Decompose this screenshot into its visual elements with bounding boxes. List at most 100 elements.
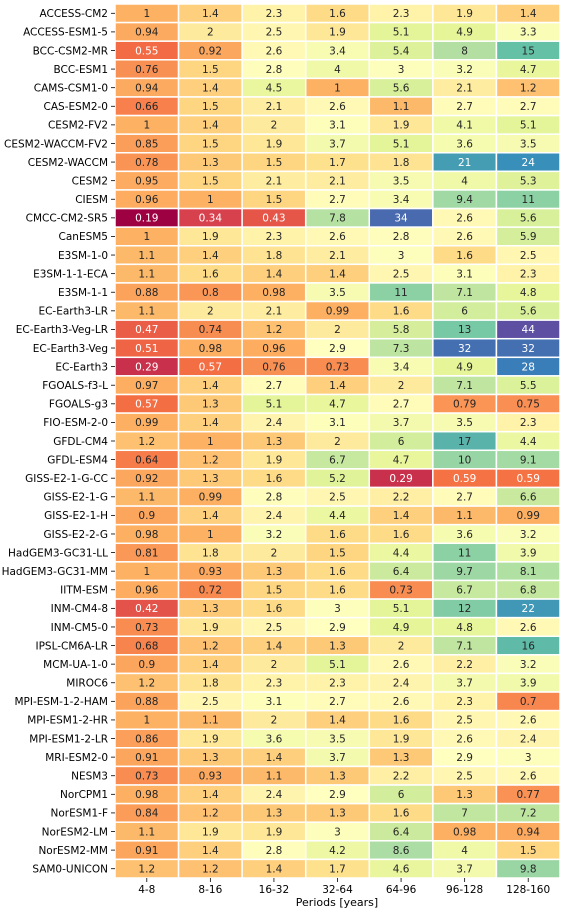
heatmap-cells: 1 1.4 2.3 1.6 2.3 1.9 1.40.94 2 2.5 1.9 5.1 4.9 3.30… xyxy=(114,3,561,879)
cell-value-label: 0.99 xyxy=(135,417,158,429)
cell-value-label: 1.4 xyxy=(202,845,219,857)
y-tick-label: CMCC-CM2-SR5 xyxy=(26,213,108,225)
cell-value-label: 2.4 xyxy=(520,733,537,745)
cell-value-label: 1.4 xyxy=(266,640,283,652)
cell-value-label: 3.5 xyxy=(456,417,473,429)
cell-value-label: 7.1 xyxy=(456,380,473,392)
cell-value-label: 1.5 xyxy=(202,64,219,76)
cell-value-label: 4.7 xyxy=(520,64,537,76)
cell-value-label: 2.4 xyxy=(266,789,283,801)
cell-value-label: 1.3 xyxy=(266,808,283,820)
cell-value-label: 2.8 xyxy=(266,64,283,76)
cell-value-label: 4.4 xyxy=(329,510,346,522)
cell-value-label: 1.4 xyxy=(202,8,219,20)
cell-value-label: 5.1 xyxy=(266,399,283,411)
cell-value-label: 1.9 xyxy=(266,826,283,838)
cell-value-label: 1.2 xyxy=(266,324,283,336)
cell-value-label: 1.7 xyxy=(329,157,346,169)
cell-value-label: 3.5 xyxy=(329,287,346,299)
cell-value-label: 1.9 xyxy=(329,27,346,39)
y-tick-label: MPI-ESM-1-2-HAM xyxy=(14,696,108,708)
cell-value-label: 3.7 xyxy=(329,138,346,150)
cell-value-label: 0.59 xyxy=(453,473,476,485)
cell-value-label: 0.34 xyxy=(199,213,223,225)
y-tick-label: NorESM2-LM xyxy=(42,826,108,838)
cell-value-label: 1.1 xyxy=(456,510,473,522)
cell-value-label: 7.1 xyxy=(456,287,473,299)
cell-value-label: 2.6 xyxy=(520,771,537,783)
cell-value-label: 2.1 xyxy=(266,175,283,187)
y-tick-label: EC-Earth3-LR xyxy=(38,306,108,318)
cell-value-label: 0.97 xyxy=(135,380,158,392)
cell-value-label: 2 xyxy=(398,640,405,652)
y-tick-label: MPI-ESM1-2-HR xyxy=(27,715,108,727)
cell-value-label: 2.9 xyxy=(329,789,346,801)
cell-value-label: 1.5 xyxy=(266,585,283,597)
cell-value-label: 5.6 xyxy=(393,82,410,94)
cell-value-label: 2.9 xyxy=(456,752,473,764)
cell-value-label: 1.9 xyxy=(202,733,219,745)
cell-value-label: 2.8 xyxy=(393,231,410,243)
cell-value-label: 3.2 xyxy=(520,529,537,541)
cell-value-label: 0.99 xyxy=(199,492,222,504)
y-tick-label: MCM-UA-1-0 xyxy=(43,659,108,671)
cell-value-label: 1.2 xyxy=(202,864,219,876)
cell-value-label: 0.96 xyxy=(262,343,286,355)
cell-value-label: 1.3 xyxy=(202,603,219,615)
cell-value-label: 1.9 xyxy=(456,8,473,20)
cell-value-label: 1.2 xyxy=(138,678,155,690)
cell-value-label: 0.51 xyxy=(135,343,158,355)
cell-value-label: 17 xyxy=(458,436,471,448)
cell-value-label: 2.4 xyxy=(393,678,410,690)
y-tick-label: E3SM-1-1 xyxy=(58,287,108,299)
cell-value-label: 1.2 xyxy=(138,436,155,448)
cell-value-label: 7.1 xyxy=(456,640,473,652)
cell-value-label: 2.6 xyxy=(329,231,346,243)
cell-value-label: 0.72 xyxy=(199,585,222,597)
cell-value-label: 7.8 xyxy=(329,213,346,225)
cell-value-label: 0.76 xyxy=(135,64,159,76)
x-tick-label: 8-16 xyxy=(198,884,222,896)
y-tick-label: INM-CM4-8 xyxy=(51,603,108,615)
cell-value-label: 0.88 xyxy=(135,696,158,708)
cell-value-label: 3.1 xyxy=(266,696,283,708)
cell-value-label: 0.66 xyxy=(135,101,159,113)
cell-value-label: 1.3 xyxy=(202,157,219,169)
cell-value-label: 1.3 xyxy=(329,771,346,783)
cell-value-label: 2 xyxy=(271,547,278,559)
cell-value-label: 2.1 xyxy=(329,175,346,187)
cell-value-label: 6 xyxy=(398,436,405,448)
cell-value-label: 2.6 xyxy=(456,213,473,225)
cell-value-label: 6.7 xyxy=(329,454,346,466)
cell-value-label: 2.6 xyxy=(520,622,537,634)
cell-value-label: 3.7 xyxy=(456,864,473,876)
cell-value-label: 1.9 xyxy=(393,120,410,132)
y-tick-label: CanESM5 xyxy=(59,231,108,243)
cell-value-label: 3.3 xyxy=(520,27,537,39)
cell-value-label: 2 xyxy=(398,380,405,392)
cell-value-label: 2 xyxy=(271,715,278,727)
cell-value-label: 5.4 xyxy=(393,45,410,57)
cell-value-label: 15 xyxy=(522,45,535,57)
y-tick-label: NorCPM1 xyxy=(60,789,108,801)
cell-value-label: 1.6 xyxy=(329,529,346,541)
cell-value-label: 1.9 xyxy=(393,733,410,745)
cell-value-label: 21 xyxy=(458,157,471,169)
cell-value-label: 2.5 xyxy=(202,696,219,708)
cell-value-label: 12 xyxy=(458,603,471,615)
y-tick-label: E3SM-1-1-ECA xyxy=(33,268,109,280)
cell-value-label: 3.5 xyxy=(329,733,346,745)
cell-value-label: 1.5 xyxy=(266,194,283,206)
cell-value-label: 5.6 xyxy=(520,213,537,225)
cell-value-label: 4.8 xyxy=(456,622,473,634)
cell-value-label: 1.5 xyxy=(266,157,283,169)
cell-value-label: 2 xyxy=(334,436,341,448)
y-tick-label: INM-CM5-0 xyxy=(51,622,108,634)
cell-value-label: 0.76 xyxy=(262,361,286,373)
cell-value-label: 0.29 xyxy=(389,473,412,485)
cell-value-label: 0.93 xyxy=(199,566,222,578)
cell-value-label: 0.73 xyxy=(135,622,158,634)
cell-value-label: 1.5 xyxy=(202,175,219,187)
cell-value-label: 1.1 xyxy=(138,250,155,262)
y-tick-label: MIROC6 xyxy=(66,678,108,690)
